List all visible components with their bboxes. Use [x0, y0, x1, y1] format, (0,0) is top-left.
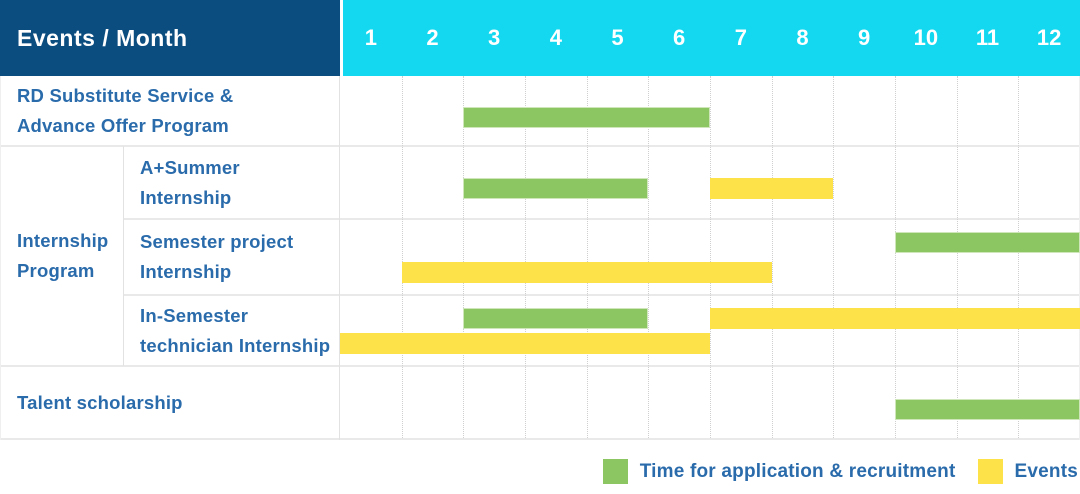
bar-events	[710, 178, 834, 199]
month-grid-line	[525, 76, 526, 438]
bar-application	[463, 308, 649, 329]
row-label-line: Semester project	[140, 231, 294, 252]
grid-line	[124, 218, 1080, 220]
bar-events	[340, 333, 710, 354]
bar-application	[463, 106, 710, 128]
row-label-line: Internship	[140, 186, 232, 208]
table-left-border	[0, 76, 1, 440]
row-label-in-semester-technician-internship: In-Semester technician Internship	[124, 295, 340, 366]
bar-application	[895, 398, 1080, 420]
legend-events-swatch	[978, 459, 1004, 484]
bar-events	[710, 308, 1080, 329]
events-month-header-cell: Events / Month	[0, 0, 340, 76]
month-header-9: 9	[858, 25, 871, 50]
month-header-10: 10	[913, 25, 939, 50]
bar-events	[401, 262, 772, 283]
month-grid-line	[710, 76, 711, 438]
bar-application	[463, 178, 649, 199]
row-label-line: In-Semester	[140, 304, 249, 326]
legend-application-swatch	[602, 459, 628, 484]
label-column-divider	[339, 76, 340, 440]
month-header-6: 6	[673, 25, 686, 50]
row-group-label-line: Internship	[17, 230, 109, 251]
legend-events-label: Events	[1014, 460, 1078, 482]
month-grid-line	[833, 76, 835, 438]
legend: Time for application & recruitment Event…	[602, 459, 1078, 484]
grid-line	[0, 365, 1080, 367]
row-label-line: Talent scholarship	[17, 392, 183, 413]
month-header-4: 4	[549, 25, 562, 50]
row-group-label-line: Program	[17, 260, 95, 281]
bar-application	[895, 232, 1080, 253]
table-bottom-border	[0, 438, 1080, 440]
month-grid-line	[586, 76, 588, 438]
grid-line	[0, 145, 1080, 147]
month-header-band	[343, 0, 1080, 76]
row-label-line: technician Internship	[140, 334, 331, 356]
month-header-3: 3	[488, 25, 501, 50]
grid-line	[124, 294, 1080, 296]
legend-application-label: Time for application & recruitment	[639, 460, 956, 482]
row-label-line: A+Summer	[140, 156, 240, 178]
month-header-2: 2	[426, 25, 439, 50]
row-group-label-internship-program: Internship Program	[0, 146, 124, 366]
month-header-8: 8	[796, 25, 809, 50]
row-label-a-summer-internship: A+Summer Internship	[124, 146, 340, 219]
group-column-divider	[123, 146, 124, 366]
month-grid-line	[956, 76, 958, 438]
row-label-line: Advance Offer Program	[17, 115, 229, 136]
row-label-talent-scholarship: Talent scholarship	[0, 366, 340, 440]
month-grid-line	[895, 76, 896, 438]
month-grid-line	[648, 76, 650, 438]
month-grid-line	[1018, 76, 1020, 438]
month-grid-line	[771, 76, 773, 438]
header-title: Events / Month	[17, 24, 188, 51]
row-label-line: RD Substitute Service &	[17, 85, 234, 106]
month-grid-line	[463, 76, 465, 438]
row-label-line: Internship	[140, 261, 232, 282]
row-label-rd-substitute-service-advance-offer-program: RD Substitute Service & Advance Offer Pro…	[0, 76, 340, 146]
month-header-12: 12	[1036, 25, 1062, 50]
month-header-5: 5	[611, 25, 624, 50]
row-label-semester-project-internship: Semester project Internship	[124, 219, 340, 295]
month-grid-line	[401, 76, 403, 438]
month-header-1: 1	[364, 25, 377, 50]
month-header-7: 7	[734, 25, 747, 50]
month-header-11: 11	[975, 25, 1000, 50]
